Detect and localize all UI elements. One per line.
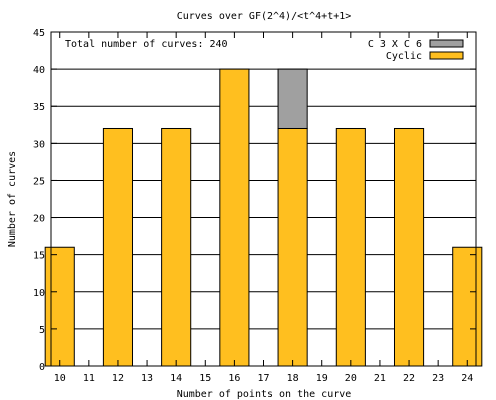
y-tick-label: 30: [33, 139, 45, 150]
legend-label: C 3 X C 6: [368, 39, 422, 50]
legend-label: Cyclic: [386, 51, 422, 62]
y-tick-label: 5: [39, 325, 45, 336]
x-tick-label: 11: [83, 373, 95, 384]
bar-cyclic-22: [393, 127, 425, 367]
x-tick-label: 21: [374, 373, 386, 384]
y-tick-label: 40: [33, 65, 45, 76]
x-tick-label: 22: [403, 373, 415, 384]
x-tick-label: 16: [228, 373, 240, 384]
x-tick-label: 12: [112, 373, 124, 384]
y-tick-label: 0: [39, 362, 45, 373]
y-tick-label: 35: [33, 102, 45, 113]
bar-cyclic-16: [219, 68, 250, 367]
legend-swatch: [429, 51, 464, 60]
x-tick-label: 24: [461, 373, 473, 384]
x-tick-label: 18: [287, 373, 299, 384]
x-axis-ticks: 10 11 12 13 14 15 16 17 18 19 20 21 22 23 24: [54, 32, 473, 384]
bar-cyclic-14: [161, 127, 192, 367]
x-tick-label: 14: [170, 373, 182, 384]
chart-title: Curves over GF(2^4)/<t^4+t+1>: [177, 11, 352, 22]
legend-swatch: [429, 39, 464, 48]
y-tick-label: 20: [33, 214, 45, 225]
bar-c-3-x-c-6-18: [277, 68, 308, 129]
x-tick-label: 10: [54, 373, 66, 384]
bars: [44, 68, 483, 367]
y-axis-ticks: 0 5 10 15 20 25 30 35 40 45: [33, 28, 476, 373]
x-axis-label: Number of points on the curve: [177, 389, 352, 400]
y-tick-label: 45: [33, 28, 45, 39]
bar-cyclic-24: [452, 246, 483, 367]
total-annotation: Total number of curves: 240: [65, 39, 228, 50]
bar-cyclic-20: [335, 127, 366, 367]
bar-cyclic-12: [102, 127, 134, 367]
x-tick-label: 15: [199, 373, 211, 384]
y-tick-label: 25: [33, 176, 45, 187]
x-tick-label: 19: [316, 373, 328, 384]
y-tick-label: 10: [33, 288, 45, 299]
x-tick-label: 13: [141, 373, 153, 384]
y-axis-label: Number of curves: [7, 151, 18, 247]
y-tick-label: 15: [33, 251, 45, 262]
x-tick-label: 23: [432, 373, 444, 384]
bar-cyclic-18: [277, 127, 308, 367]
x-tick-label: 17: [257, 373, 269, 384]
x-tick-label: 20: [345, 373, 357, 384]
bar-cyclic-10: [44, 246, 75, 367]
